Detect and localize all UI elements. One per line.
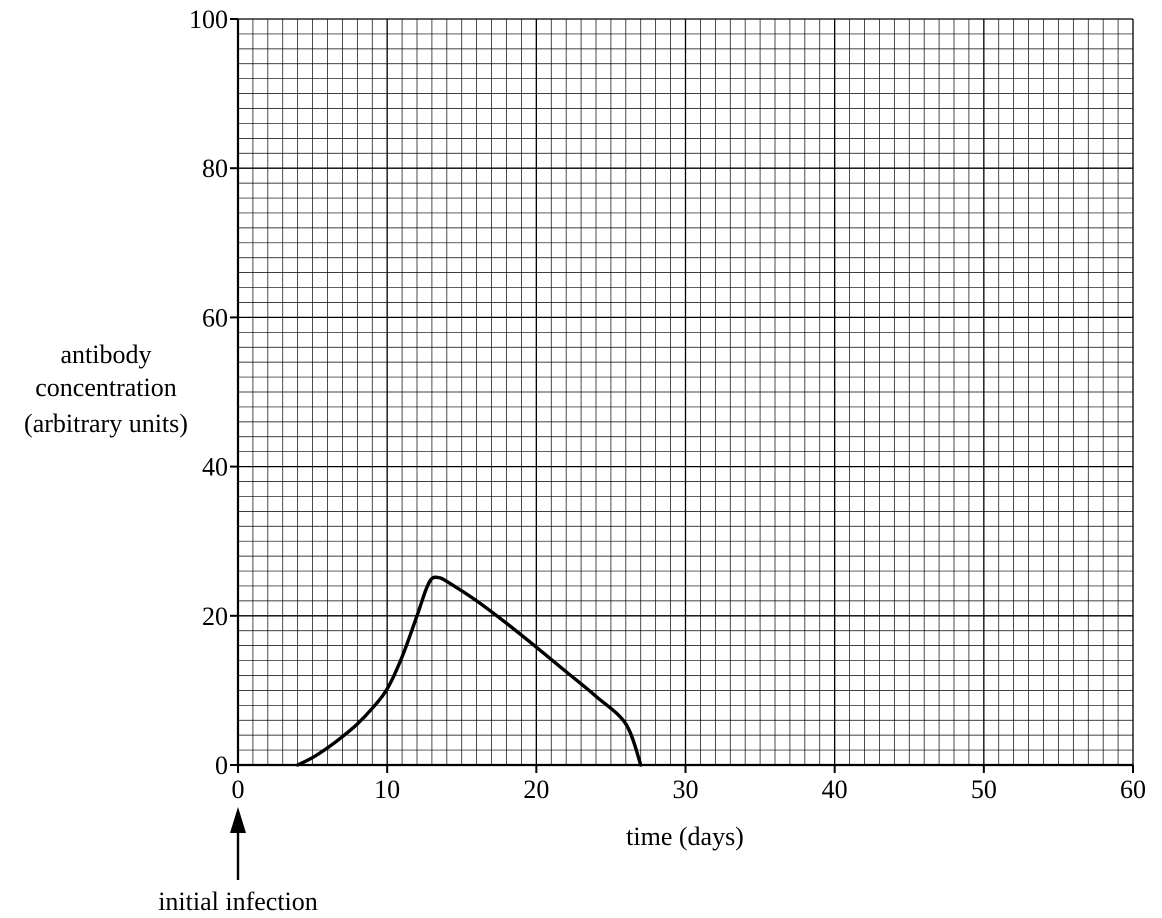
y-axis-title-line-2: concentration	[35, 373, 177, 402]
x-tick-label: 0	[232, 775, 245, 804]
y-tick-labels: 0 20 40 60 80 100	[189, 5, 228, 780]
x-tick-label: 60	[1120, 775, 1146, 804]
series-layer	[295, 575, 643, 767]
y-tick-label: 100	[189, 5, 228, 34]
x-tick-label: 30	[673, 775, 699, 804]
x-tick-label: 20	[523, 775, 549, 804]
y-tick-label: 40	[202, 453, 228, 482]
axes	[230, 18, 1134, 773]
x-tick-label: 50	[971, 775, 997, 804]
x-tick-labels: 0 10 20 30 40 50 60	[232, 775, 1147, 804]
y-tick-label: 80	[202, 154, 228, 183]
initial-infection-arrow-head	[230, 807, 246, 833]
y-tick-label: 0	[215, 751, 228, 780]
y-tick-label: 60	[202, 303, 228, 332]
x-tick-label: 40	[822, 775, 848, 804]
y-axis-title-line-1: antibody	[61, 340, 152, 369]
y-axis-title-line-3: (arbitrary units)	[24, 409, 188, 438]
antibody-concentration-line	[295, 575, 643, 767]
initial-infection-label: initial infection	[158, 887, 318, 916]
x-tick-label: 10	[374, 775, 400, 804]
x-axis-title: time (days)	[626, 822, 744, 851]
y-tick-label: 20	[202, 602, 228, 631]
initial-infection-annotation: initial infection	[158, 807, 318, 916]
